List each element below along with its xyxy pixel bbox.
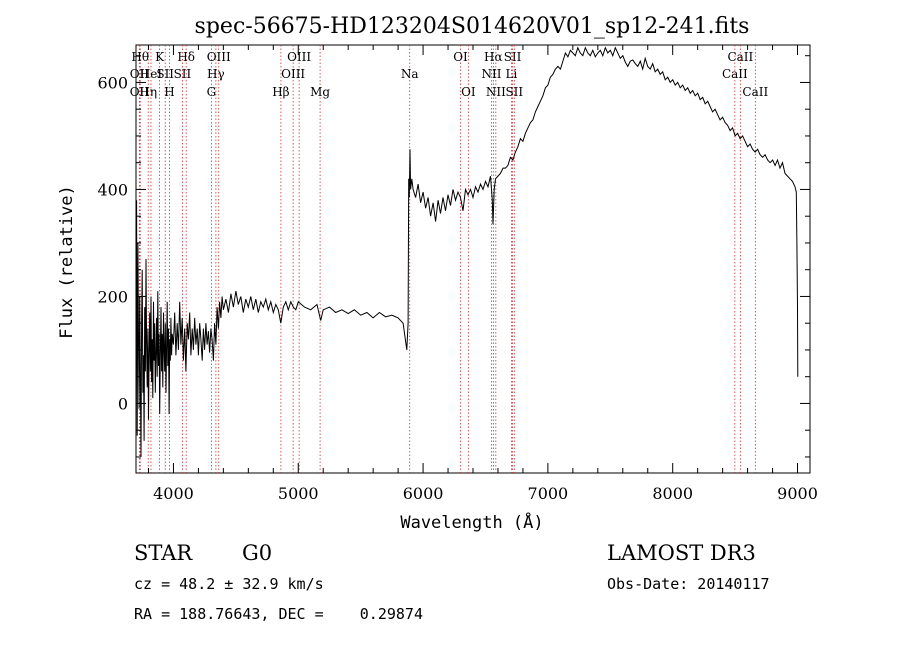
line-marker-label: Na [401, 67, 419, 81]
x-axis-label: Wavelength (Å) [400, 511, 543, 533]
coords-text: RA = 188.76643, DEC = 0.29874 [134, 605, 423, 623]
spectrum-line [135, 46, 799, 457]
line-marker-label: SII [156, 67, 174, 81]
x-tick-label: 9000 [777, 484, 818, 503]
line-marker-label: SII [174, 67, 192, 81]
y-axis-ticks: 0 200 400 600 [97, 55, 810, 458]
plot-frame [135, 44, 811, 474]
line-marker-label: Hβ [272, 85, 289, 99]
line-marker-label: SII [504, 50, 522, 64]
y-tick-label: 400 [97, 180, 128, 199]
line-marker-label: Hη [139, 85, 157, 99]
line-marker-label: Hα [484, 50, 503, 64]
line-marker-label: CaII [722, 67, 748, 81]
y-tick-label: 0 [118, 394, 128, 413]
line-marker-label: OI [453, 50, 468, 64]
line-markers [138, 45, 756, 473]
line-marker-label: OI [461, 85, 476, 99]
line-marker-label: H [164, 85, 174, 99]
line-marker-label: CaII [742, 85, 768, 99]
line-marker-label: CaII [727, 50, 753, 64]
obs-date-text: Obs-Date: 20140117 [607, 575, 770, 593]
line-marker-label: HeI [140, 67, 163, 81]
line-marker-label: OII [130, 67, 150, 81]
object-subclass: G0 [242, 541, 272, 565]
y-axis-label: Flux (relative) [57, 185, 77, 339]
line-marker-label: OIII [287, 50, 311, 64]
line-marker-label: NII [481, 67, 501, 81]
chart-title: spec-56675-HD123204S014620V01_sp12-241.f… [195, 14, 750, 39]
y-tick-label: 600 [97, 73, 128, 92]
line-marker-label: K [155, 50, 165, 64]
line-marker-label: OIII [207, 50, 231, 64]
x-tick-label: 7000 [528, 484, 569, 503]
line-marker-label: OIII [281, 67, 305, 81]
y-tick-label: 200 [97, 287, 128, 306]
line-marker-label: NII [486, 85, 506, 99]
line-marker-label: Hγ [207, 67, 225, 81]
x-tick-label: 8000 [652, 484, 693, 503]
line-marker-label: G [207, 85, 217, 99]
line-marker-label: Mg [310, 85, 330, 99]
x-tick-label: 6000 [403, 484, 444, 503]
x-axis-ticks: 4000 5000 6000 7000 8000 9000 [147, 45, 818, 503]
x-tick-label: 4000 [153, 484, 194, 503]
line-marker-label: Li [506, 67, 518, 81]
x-tick-label: 5000 [278, 484, 319, 503]
line-marker-label: OII [130, 85, 150, 99]
redshift-text: cz = 48.2 ± 32.9 km/s [134, 575, 324, 593]
line-marker-label: Hδ [177, 50, 195, 64]
line-marker-label: Hθ [131, 50, 149, 64]
object-type: STAR [134, 541, 193, 565]
survey-name: LAMOST DR3 [607, 541, 756, 565]
line-marker-label: SII [505, 85, 523, 99]
